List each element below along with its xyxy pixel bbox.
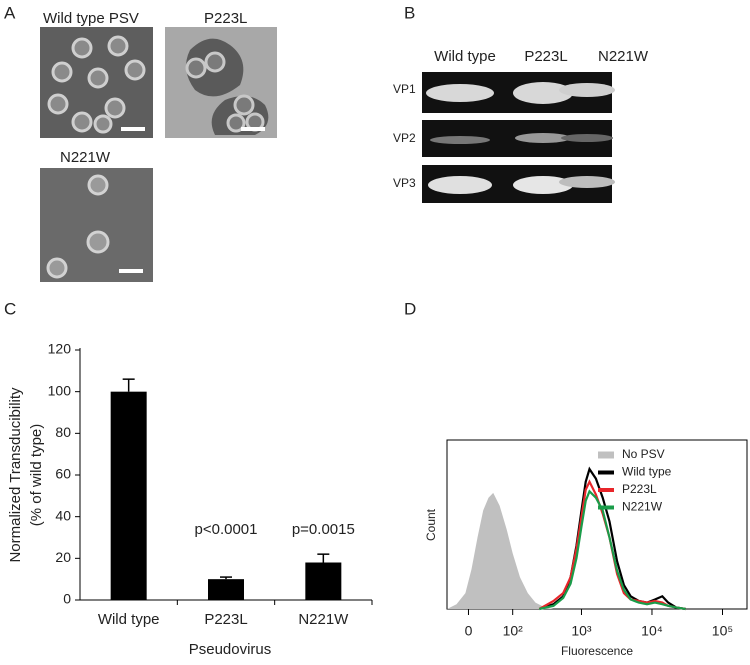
- protein-label: VP3: [393, 176, 416, 190]
- plot-frame: [446, 439, 748, 610]
- x-tick-label: 10²: [503, 623, 524, 639]
- y-tick-label: 100: [48, 382, 72, 398]
- x-tick-label: 0: [465, 623, 473, 639]
- x-tick-label: P223L: [204, 611, 247, 628]
- image-label: P223L: [204, 10, 247, 27]
- y-axis-label: Count: [424, 508, 438, 541]
- y-tick-label: 80: [55, 424, 71, 440]
- histogram-line: [538, 479, 686, 611]
- panel-label: B: [404, 3, 415, 22]
- x-axis-label: Pseudovirus: [189, 641, 272, 658]
- lane-label: Wild type: [434, 48, 496, 65]
- bar: [305, 562, 342, 600]
- y-axis-label: (% of wild type): [28, 424, 45, 527]
- x-tick-label: 10³: [571, 623, 592, 639]
- panel-label: C: [4, 299, 16, 318]
- p-value: p<0.0001: [195, 521, 258, 538]
- panel-label: D: [404, 299, 416, 318]
- bar: [208, 579, 244, 600]
- x-axis-label: Fluorescence: [561, 644, 633, 658]
- panel-label: A: [4, 3, 16, 22]
- y-tick-label: 40: [55, 507, 71, 523]
- histogram-area: [447, 492, 554, 609]
- image-label: Wild type PSV: [43, 10, 139, 27]
- x-tick-label: 10⁵: [712, 623, 733, 639]
- histogram-line: [539, 489, 686, 611]
- lane-label: N221W: [598, 48, 649, 65]
- y-tick-label: 60: [55, 466, 71, 482]
- y-tick-label: 120: [48, 341, 72, 357]
- protein-label: VP2: [393, 131, 416, 145]
- legend-label: Wild type: [622, 465, 672, 479]
- x-tick-label: 10⁴: [641, 623, 663, 639]
- y-axis-label: Normalized Transducibility: [7, 387, 24, 563]
- legend-label: No PSV: [622, 447, 665, 461]
- gel: [422, 72, 615, 203]
- bar: [110, 391, 147, 600]
- p-value: p=0.0015: [292, 521, 355, 538]
- x-tick-label: Wild type: [98, 611, 160, 628]
- legend-label: P223L: [622, 482, 657, 496]
- micrograph: [40, 27, 153, 138]
- micrograph: [165, 27, 277, 138]
- image-label: N221W: [60, 149, 111, 166]
- protein-label: VP1: [393, 82, 416, 96]
- y-tick-label: 20: [55, 549, 71, 565]
- lane-label: P223L: [524, 48, 567, 65]
- micrograph: [40, 168, 153, 282]
- x-tick-label: N221W: [298, 611, 349, 628]
- y-tick-label: 0: [63, 591, 71, 607]
- legend-label: N221W: [622, 500, 663, 514]
